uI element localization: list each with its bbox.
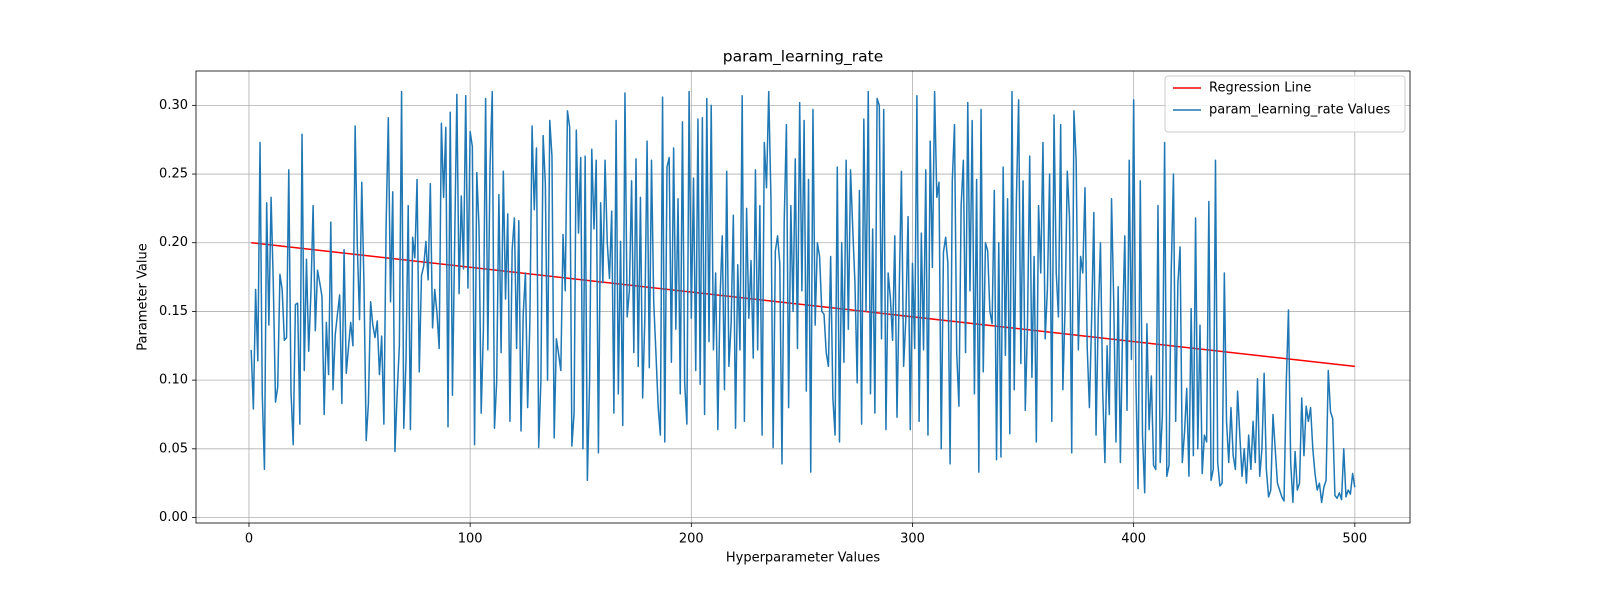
y-tick-label: 0.15 xyxy=(159,304,188,319)
x-tick-label: 300 xyxy=(900,532,925,547)
legend-label: Regression Line xyxy=(1209,81,1311,96)
x-tick-label: 0 xyxy=(245,532,253,547)
plot-frame xyxy=(195,70,1411,524)
chart-title: param_learning_rate xyxy=(723,48,884,67)
x-tick-label: 200 xyxy=(679,532,704,547)
y-axis-label: Parameter Value xyxy=(136,243,151,350)
x-tick-label: 400 xyxy=(1121,532,1146,547)
y-tick-label: 0.00 xyxy=(159,510,188,525)
x-tick-label: 500 xyxy=(1342,532,1367,547)
y-tick-label: 0.05 xyxy=(159,441,188,456)
legend-box xyxy=(1164,75,1406,133)
x-axis-label: Hyperparameter Values xyxy=(726,551,881,566)
series-line xyxy=(250,90,1356,504)
legend: Regression Line param_learning_rate Value… xyxy=(1164,75,1406,133)
y-tick-label: 0.20 xyxy=(159,235,188,250)
y-tick-label: 0.10 xyxy=(159,373,188,388)
y-tick-label: 0.25 xyxy=(159,167,188,182)
y-tick-label: 0.30 xyxy=(159,98,188,113)
x-tick-label: 100 xyxy=(458,532,483,547)
legend-label: param_learning_rate Values xyxy=(1209,103,1390,118)
